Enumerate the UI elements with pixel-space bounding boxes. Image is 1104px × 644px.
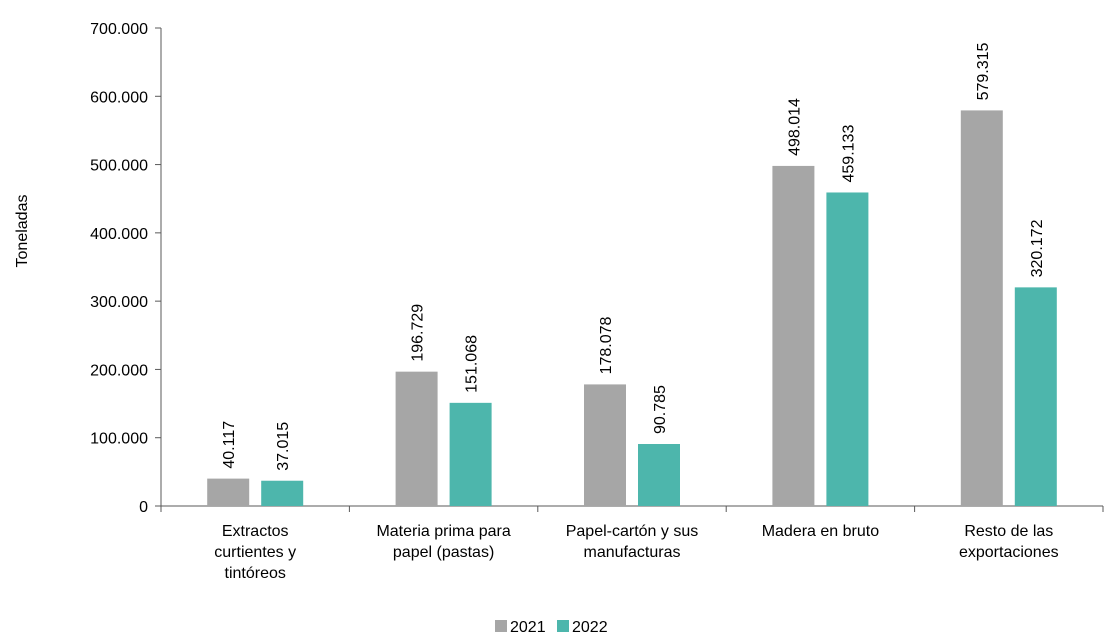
value-labels: 40.117 196.729 178.078 498.014 579.315 37.015… (221, 42, 1046, 470)
x-tick-label: Resto de las exportaciones (959, 523, 1059, 561)
x-tick-label: Extractos curtientes y tintóreos (214, 523, 296, 582)
bar-2022-3 (638, 444, 680, 506)
y-axis-title: Toneladas (14, 195, 31, 268)
bar-2021-3 (584, 384, 626, 506)
y-tick-label: 700.000 (90, 21, 148, 38)
bar-2022-5 (1014, 287, 1057, 506)
data-label: 151.068 (464, 335, 481, 393)
y-tick-label: 0 (139, 499, 148, 516)
x-tick-label: Materia prima para papel (pastas) (376, 523, 510, 561)
bar-2022-2 (449, 402, 492, 506)
y-tick-label: 400.000 (90, 226, 148, 243)
bar-2021-2 (395, 371, 438, 506)
y-tick-label: 300.000 (90, 294, 148, 311)
bar-2022-4 (826, 192, 869, 506)
bar-2022-1 (261, 480, 304, 506)
x-tick-label: Madera en bruto (762, 523, 880, 540)
legend-swatch-2022 (557, 620, 569, 632)
x-axis: Extractos curtientes y tintóreos Materia pr… (160, 505, 1104, 582)
data-label: 320.172 (1029, 219, 1046, 277)
data-label: 579.315 (975, 42, 992, 100)
data-label: 37.015 (275, 422, 292, 471)
legend-swatch-2021 (495, 620, 507, 632)
bars (207, 110, 1057, 506)
data-label: 196.729 (410, 304, 427, 362)
bar-2021-1 (207, 478, 250, 506)
legend-label: 2022 (572, 619, 608, 636)
legend-label: 2021 (510, 619, 546, 636)
y-tick-label: 100.000 (90, 431, 148, 448)
y-tick-label: 200.000 (90, 362, 148, 379)
y-tick-label: 500.000 (90, 158, 148, 175)
bar-2021-4 (772, 165, 815, 506)
y-axis-title-group: Toneladas (14, 195, 31, 268)
data-label: 178.078 (598, 316, 615, 374)
y-axis: 0 100.000 200.000 300.000 400.000 500.000 600.… (90, 21, 162, 516)
data-label: 459.133 (840, 125, 857, 183)
bar-2021-5 (960, 110, 1003, 506)
legend: 2021 2022 (495, 619, 608, 636)
x-tick-label: Papel-cartón y sus manufacturas (566, 523, 699, 561)
data-label: 498.014 (786, 98, 803, 156)
data-label: 90.785 (652, 385, 669, 434)
data-label: 40.117 (221, 421, 238, 469)
y-tick-label: 600.000 (90, 89, 148, 106)
